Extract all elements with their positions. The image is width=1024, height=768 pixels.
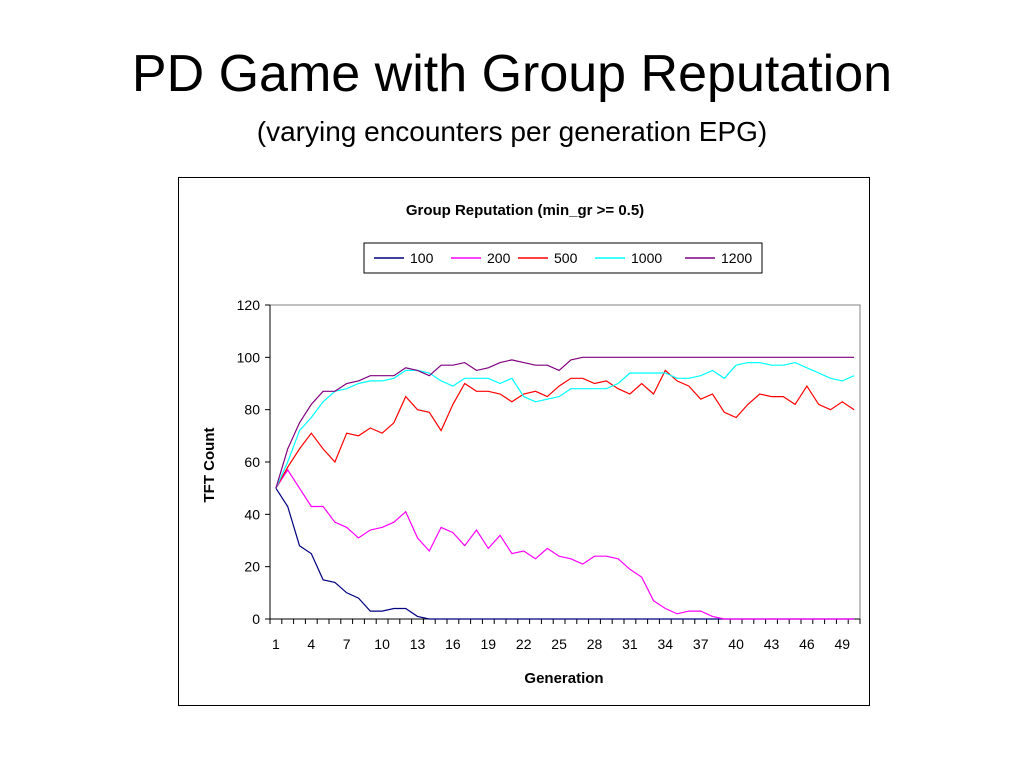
legend-label-1000: 1000	[631, 250, 662, 266]
x-tick-label: 40	[728, 636, 744, 652]
y-tick-label: 100	[237, 349, 261, 365]
x-tick-label: 4	[307, 636, 315, 652]
y-axis-label: TFT Count	[201, 428, 218, 503]
x-tick-label: 10	[374, 636, 390, 652]
x-tick-label: 37	[693, 636, 709, 652]
x-tick-label: 28	[587, 636, 603, 652]
x-axis-label: Generation	[524, 670, 603, 687]
x-tick-label: 49	[835, 636, 851, 652]
x-tick-label: 19	[481, 636, 497, 652]
x-tick-label: 22	[516, 636, 532, 652]
x-tick-label: 7	[343, 636, 351, 652]
legend-label-100: 100	[410, 250, 434, 266]
x-tick-label: 46	[799, 636, 815, 652]
series-line-1000	[275, 361, 855, 489]
plot-border	[269, 304, 861, 620]
y-tick-label: 60	[244, 454, 260, 470]
line-chart: Group Reputation (min_gr >= 0.5) Generat…	[201, 202, 861, 687]
x-tick-label: 31	[622, 636, 638, 652]
y-tick-label: 0	[252, 611, 260, 627]
x-tick-label: 1	[272, 636, 280, 652]
y-tick-label: 80	[244, 402, 260, 418]
y-tick-label: 20	[244, 559, 260, 575]
slide-subtitle: (varying encounters per generation EPG)	[256, 116, 768, 147]
x-tick-label: 43	[764, 636, 780, 652]
plot-area: 0 20 40 60 80 100 120 1 4 7 10 13 16 19 22 25 28 31 34 37 40…	[237, 297, 861, 652]
x-tick-label: 34	[658, 636, 674, 652]
x-tick-label: 25	[551, 636, 567, 652]
y-tick-label: 40	[244, 506, 260, 522]
series-line-200	[275, 468, 855, 620]
series-line-1200	[275, 356, 855, 489]
legend: 100 200 500 1000 1200	[363, 242, 763, 274]
legend-label-200: 200	[487, 250, 511, 266]
x-tick-label: 16	[445, 636, 461, 652]
y-tick-label: 120	[237, 297, 261, 313]
legend-label-500: 500	[554, 250, 578, 266]
series-line-500	[275, 369, 855, 489]
legend-label-1200: 1200	[721, 250, 752, 266]
x-tick-label: 13	[410, 636, 426, 652]
series-line-100	[275, 487, 855, 620]
chart-title: Group Reputation (min_gr >= 0.5)	[406, 202, 644, 219]
chart-frame: Group Reputation (min_gr >= 0.5) Generat…	[178, 177, 870, 706]
slide-title: PD Game with Group Reputation	[131, 45, 893, 103]
